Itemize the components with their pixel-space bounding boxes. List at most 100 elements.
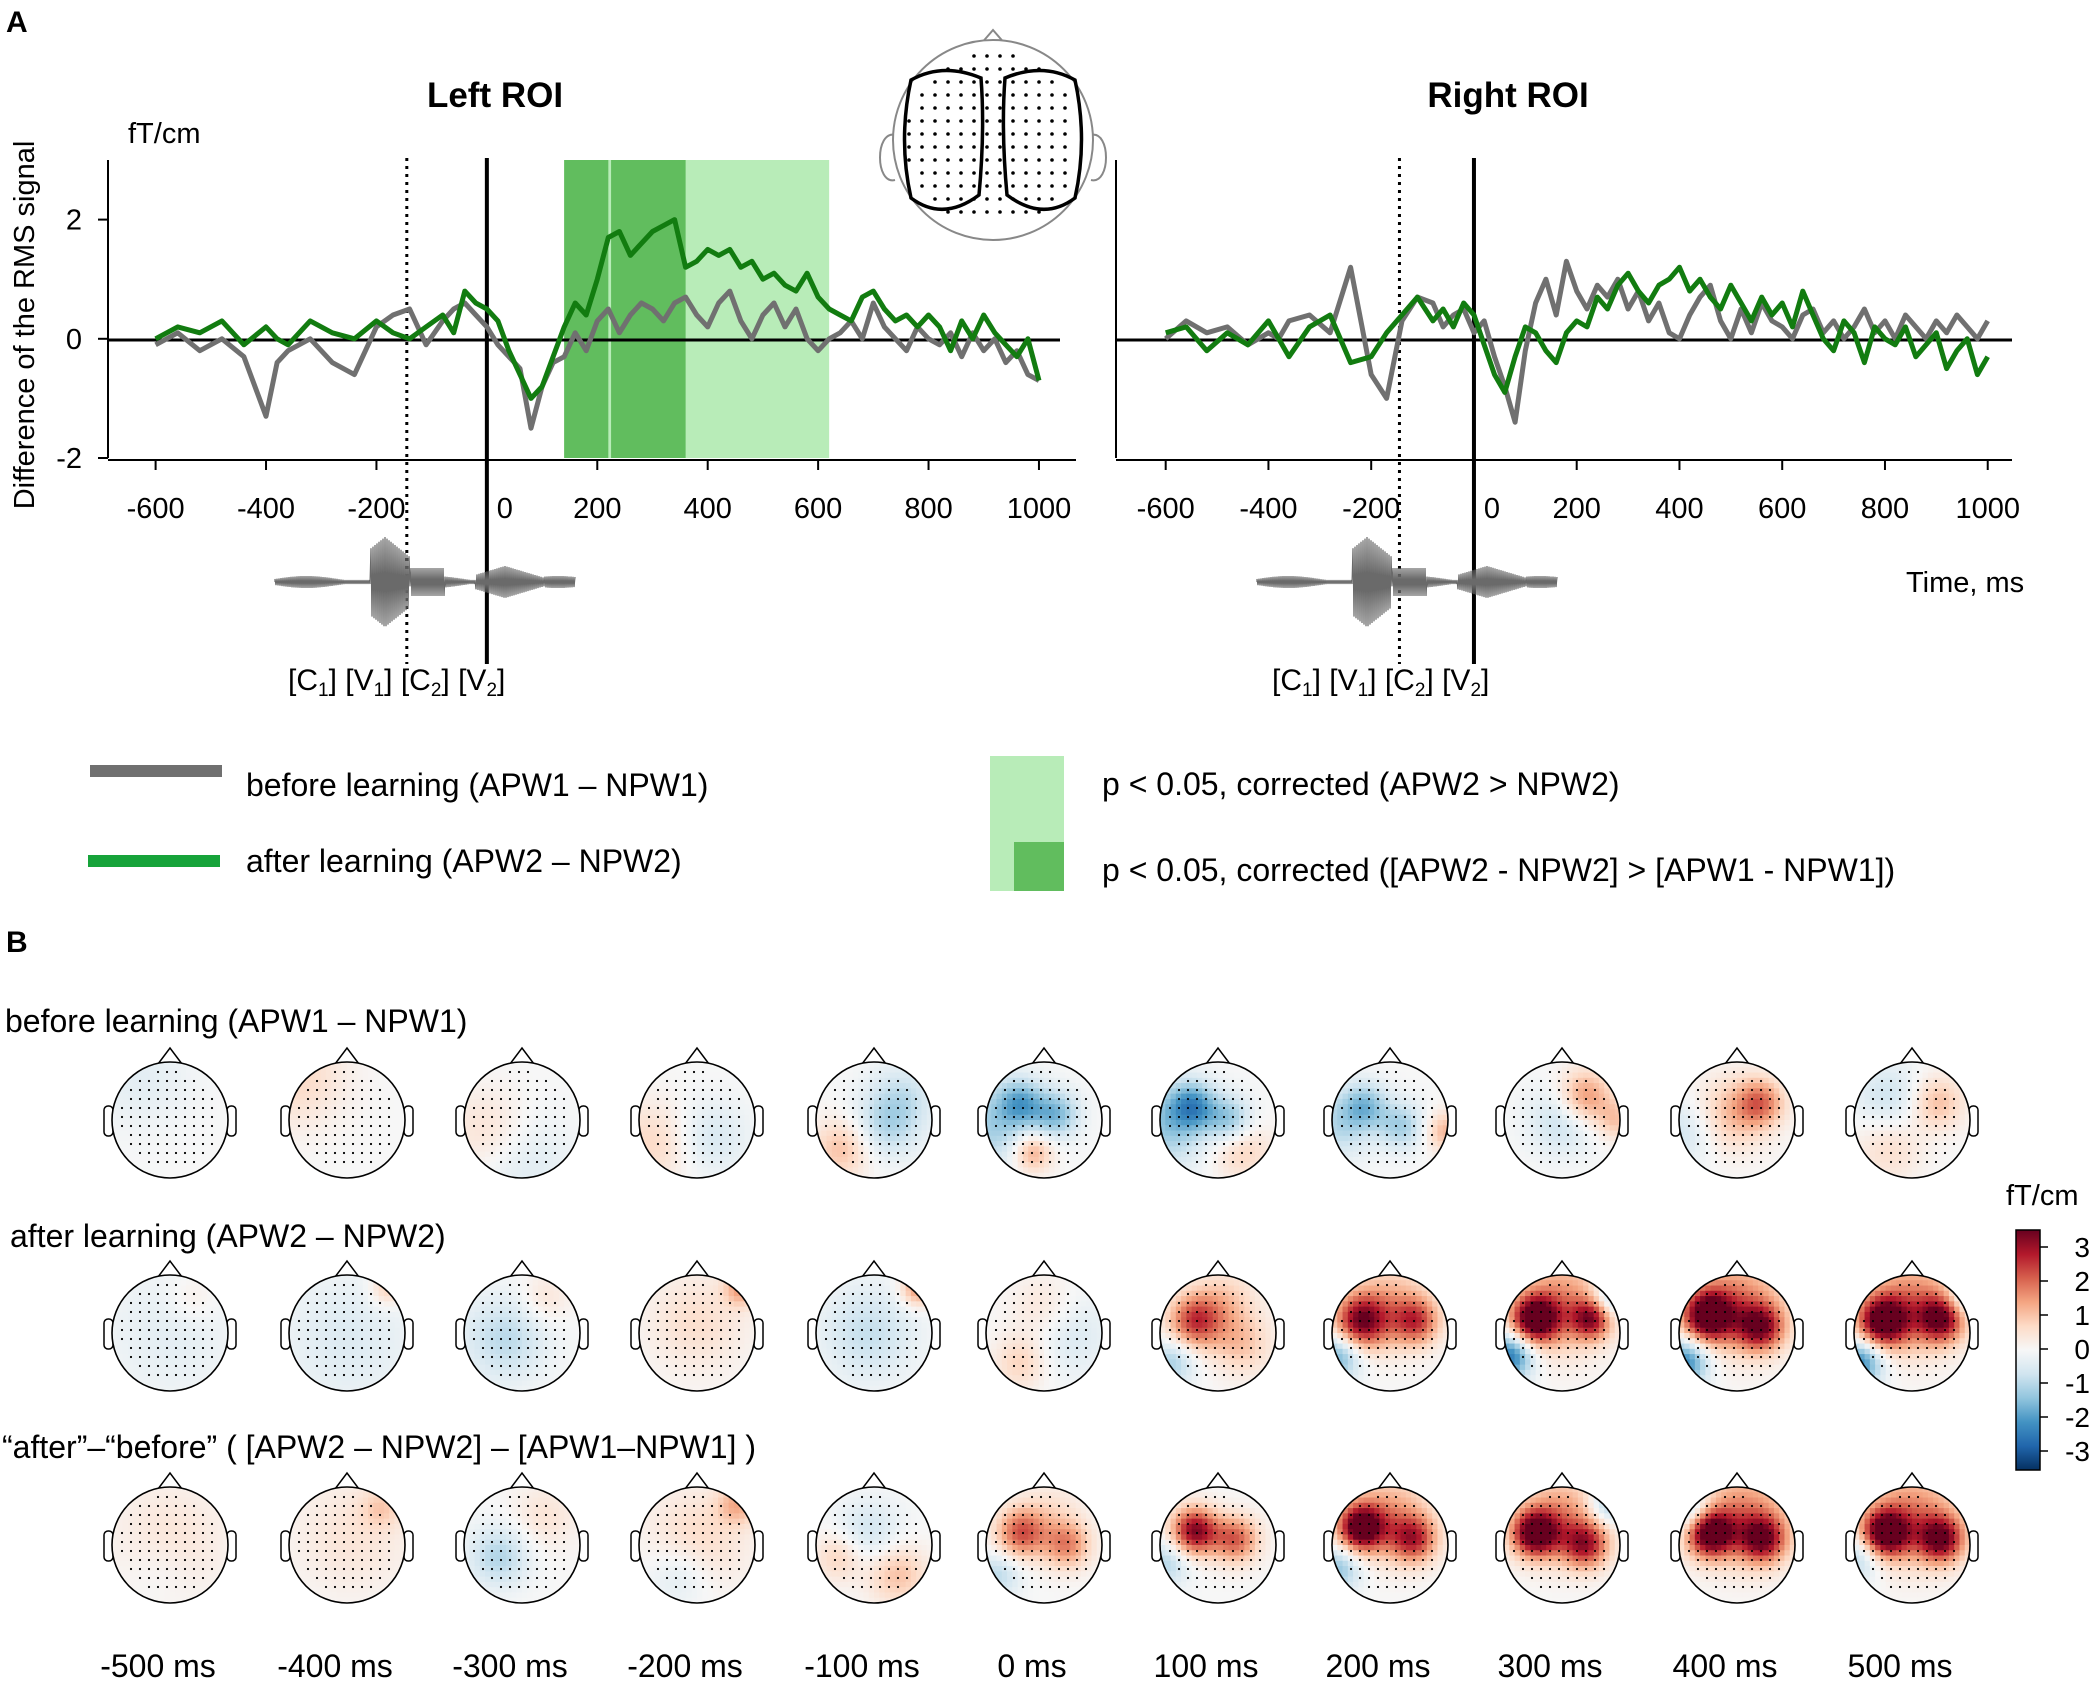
sensor-dot bbox=[998, 171, 1002, 175]
sensor-dot bbox=[972, 158, 976, 162]
topomap-nose bbox=[1205, 1471, 1231, 1490]
sensor-dot bbox=[1024, 80, 1028, 84]
colorbar-tick-label: 3 bbox=[2074, 1232, 2090, 1263]
topomap bbox=[1670, 1046, 1804, 1179]
topomap bbox=[630, 1259, 764, 1392]
topomap bbox=[807, 1046, 941, 1179]
legend: before learning (APW1 – NPW1) after lear… bbox=[88, 756, 1895, 891]
left-roi-outline bbox=[902, 68, 985, 212]
right-after-line bbox=[1165, 264, 1990, 395]
topomap-nose bbox=[1549, 1471, 1575, 1490]
topomap-outline bbox=[288, 1486, 406, 1604]
sensor-dot bbox=[1037, 145, 1041, 149]
topomap bbox=[1845, 1259, 1979, 1392]
topomap-nose bbox=[334, 1046, 360, 1065]
sensor-dot bbox=[1011, 80, 1015, 84]
sensor-dot bbox=[985, 184, 989, 188]
sensor-dot bbox=[920, 93, 924, 97]
left-before-line bbox=[154, 288, 1041, 431]
sensor-dot bbox=[959, 132, 963, 136]
sensor-dot bbox=[1037, 93, 1041, 97]
topomap-grid bbox=[103, 1046, 1979, 1604]
left-roi-plot: 2 0 -2 -600 -400 -200 0 200 400 600 800 1000 bbox=[56, 158, 1076, 664]
sensor-dot bbox=[1011, 93, 1015, 97]
colorbar-tick-label: 1 bbox=[2074, 1300, 2090, 1331]
sensor-dot bbox=[946, 93, 950, 97]
sensor-dot bbox=[946, 184, 950, 188]
right-roi-title: Right ROI bbox=[1427, 76, 1588, 115]
sensor-dot bbox=[985, 106, 989, 110]
topomap-outline bbox=[1853, 1486, 1971, 1604]
sensor-dot bbox=[972, 184, 976, 188]
sensor-dot bbox=[933, 106, 937, 110]
topomap-nose bbox=[334, 1259, 360, 1278]
svg-text:[C1] [V1] [C2] [V2]: [C1] [V1] [C2] [V2] bbox=[1272, 664, 1489, 701]
topomap bbox=[1495, 1471, 1629, 1604]
topomap-outline bbox=[463, 1274, 581, 1392]
sensor-dot bbox=[1037, 80, 1041, 84]
panel-a-letter: A bbox=[6, 6, 28, 39]
sensor-dot bbox=[1050, 119, 1054, 123]
y-tick-label: 0 bbox=[66, 324, 82, 356]
time-label: 500 ms bbox=[1848, 1648, 1953, 1681]
sensor-dot bbox=[959, 67, 963, 71]
sensor-dot bbox=[1050, 145, 1054, 149]
x-tick-label: 400 bbox=[1655, 493, 1703, 525]
sensor-dot bbox=[920, 119, 924, 123]
topomap-nose bbox=[1377, 1046, 1403, 1065]
sensor-dot bbox=[920, 171, 924, 175]
y-tick-label: 2 bbox=[66, 205, 82, 237]
sensor-dot bbox=[1037, 132, 1041, 136]
topomap bbox=[630, 1046, 764, 1179]
sensor-dot bbox=[933, 93, 937, 97]
sensor-dot bbox=[920, 158, 924, 162]
sensor-dot bbox=[946, 197, 950, 201]
topomap-outline bbox=[463, 1061, 581, 1179]
sensor-dot bbox=[1011, 106, 1015, 110]
colorbar-tick-label: -2 bbox=[2065, 1402, 2090, 1433]
sensor-dot bbox=[1050, 106, 1054, 110]
topomap-nose bbox=[509, 1259, 535, 1278]
sensor-dot bbox=[998, 145, 1002, 149]
sensor-dot bbox=[985, 158, 989, 162]
sensor-dot bbox=[985, 210, 989, 214]
sensor-dot bbox=[1037, 119, 1041, 123]
topomap-nose bbox=[1031, 1259, 1057, 1278]
sensor-dot bbox=[1024, 184, 1028, 188]
sensor-dot bbox=[933, 171, 937, 175]
topomap bbox=[1151, 1046, 1285, 1179]
left-after-line bbox=[154, 217, 1042, 401]
sensor-dot bbox=[985, 54, 989, 58]
sensor-dot bbox=[933, 158, 937, 162]
sensor-dot bbox=[933, 80, 937, 84]
sensor-dot bbox=[1037, 210, 1041, 214]
topomap-outline bbox=[1678, 1274, 1796, 1392]
topomap-nose bbox=[1549, 1259, 1575, 1278]
x-tick-label: -400 bbox=[237, 493, 295, 525]
sensor-dot bbox=[998, 119, 1002, 123]
x-tick-label: 400 bbox=[684, 493, 732, 525]
sensor-dot bbox=[985, 171, 989, 175]
topomap bbox=[1495, 1259, 1629, 1392]
topomap bbox=[1323, 1259, 1457, 1392]
topomap-nose bbox=[1549, 1046, 1575, 1065]
sensor-dot bbox=[998, 54, 1002, 58]
sensor-dot bbox=[972, 93, 976, 97]
left-roi-title: Left ROI bbox=[427, 76, 563, 115]
topomap bbox=[1670, 1259, 1804, 1392]
sensor-dot bbox=[933, 145, 937, 149]
topomap-outline bbox=[638, 1486, 756, 1604]
sensor-dot bbox=[1037, 106, 1041, 110]
sensor-dot bbox=[1063, 119, 1067, 123]
sensor-dot bbox=[972, 106, 976, 110]
sensor-dot bbox=[959, 158, 963, 162]
sensor-dot bbox=[933, 132, 937, 136]
sensor-dot bbox=[1024, 106, 1028, 110]
time-labels: -500 ms -400 ms -300 ms -200 ms -100 ms 0 ms 1… bbox=[100, 1648, 1952, 1681]
right-roi-plot: -600 -400 -200 0 200 400 600 800 1000 bbox=[1115, 158, 2020, 664]
sensor-dot bbox=[985, 132, 989, 136]
sensor-dot bbox=[1037, 184, 1041, 188]
sensor-dot bbox=[1063, 184, 1067, 188]
topomap-outline bbox=[815, 1486, 933, 1604]
waveform-path bbox=[274, 536, 576, 627]
